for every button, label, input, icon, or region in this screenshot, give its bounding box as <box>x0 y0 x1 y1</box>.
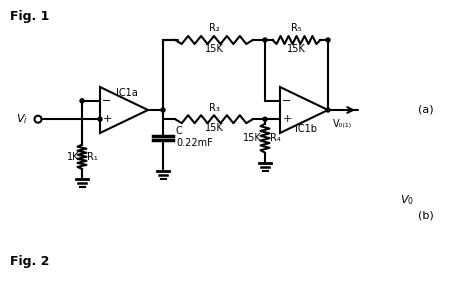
Text: +: + <box>282 114 292 124</box>
Text: R₃: R₃ <box>208 103 220 113</box>
Text: Fig. 2: Fig. 2 <box>10 255 49 268</box>
Circle shape <box>161 108 165 112</box>
Text: +: + <box>102 114 112 124</box>
Polygon shape <box>280 87 328 133</box>
Text: R₂: R₂ <box>209 23 220 33</box>
Text: R₅: R₅ <box>291 23 302 33</box>
Polygon shape <box>100 87 148 133</box>
Text: 15K: 15K <box>205 123 223 133</box>
Circle shape <box>263 117 267 121</box>
Text: C: C <box>176 127 183 136</box>
Circle shape <box>35 116 41 123</box>
Text: 0.22mF: 0.22mF <box>176 139 213 148</box>
Text: $V_0$: $V_0$ <box>400 193 414 207</box>
Text: −: − <box>102 96 112 106</box>
Circle shape <box>263 38 267 42</box>
Text: V₀₍₁₎: V₀₍₁₎ <box>333 119 352 129</box>
Text: 15K: 15K <box>243 133 262 143</box>
Text: R₄: R₄ <box>270 133 281 143</box>
Text: 15K: 15K <box>287 44 306 54</box>
Text: (a): (a) <box>418 105 434 115</box>
Text: −: − <box>282 96 292 106</box>
Text: 1K: 1K <box>67 152 79 162</box>
Circle shape <box>80 99 84 103</box>
Text: Fig. 1: Fig. 1 <box>10 10 49 23</box>
Text: 15K: 15K <box>205 44 223 54</box>
Text: IC1b: IC1b <box>295 124 317 134</box>
Text: R₁: R₁ <box>87 152 98 162</box>
Text: IC1a: IC1a <box>116 88 137 98</box>
Circle shape <box>326 38 330 42</box>
Circle shape <box>326 108 330 112</box>
Text: (b): (b) <box>418 210 434 220</box>
Circle shape <box>98 117 102 121</box>
Text: $V_i$: $V_i$ <box>16 112 28 126</box>
